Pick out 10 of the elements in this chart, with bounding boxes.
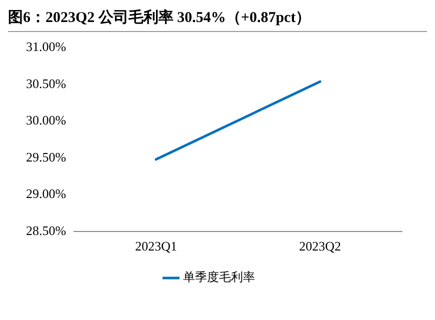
y-tick-label: 29.00%	[26, 186, 66, 202]
y-tick-label: 31.00%	[26, 39, 66, 54]
chart-title: 图6：2023Q2 公司毛利率 30.54%（+0.87pct）	[8, 8, 427, 32]
y-tick-label: 29.50%	[26, 149, 66, 164]
x-tick-label: 2023Q1	[135, 238, 178, 254]
legend-label: 单季度毛利率	[183, 270, 255, 284]
y-tick-label: 28.50%	[26, 222, 66, 238]
y-tick-label: 30.00%	[26, 112, 66, 128]
x-tick-label: 2023Q2	[299, 238, 341, 254]
y-tick-label: 30.50%	[26, 76, 66, 91]
